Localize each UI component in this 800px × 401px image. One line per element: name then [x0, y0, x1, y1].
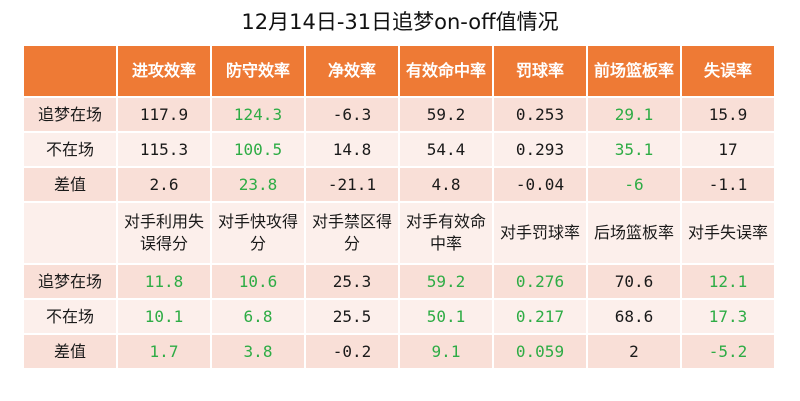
header-cell: 罚球率 [494, 46, 586, 96]
stat-cell: 59.2 [400, 265, 492, 298]
stat-cell: 50.1 [400, 300, 492, 333]
header-cell: 后场篮板率 [588, 203, 680, 263]
row-label: 追梦在场 [24, 265, 116, 298]
stat-cell: -0.2 [306, 335, 398, 368]
stat-cell: 124.3 [212, 98, 304, 131]
header-cell: 失误率 [682, 46, 774, 96]
header-cell-blank [24, 203, 116, 263]
stat-cell: 1.7 [118, 335, 210, 368]
table-row: 不在场 10.1 6.8 25.5 50.1 0.217 68.6 17.3 [24, 300, 774, 333]
stat-cell: 35.1 [588, 133, 680, 166]
stat-cell: 0.059 [494, 335, 586, 368]
on-off-stats-table: 进攻效率 防守效率 净效率 有效命中率 罚球率 前场篮板率 失误率 追梦在场 1… [22, 44, 776, 370]
stat-cell: 2.6 [118, 168, 210, 201]
table-row: 差值 2.6 23.8 -21.1 4.8 -0.04 -6 -1.1 [24, 168, 774, 201]
stat-cell: -6 [588, 168, 680, 201]
table-row: 差值 1.7 3.8 -0.2 9.1 0.059 2 -5.2 [24, 335, 774, 368]
stat-cell: -0.04 [494, 168, 586, 201]
table-row: 追梦在场 11.8 10.6 25.3 59.2 0.276 70.6 12.1 [24, 265, 774, 298]
row-label: 不在场 [24, 133, 116, 166]
header-cell: 前场篮板率 [588, 46, 680, 96]
stat-cell: 14.8 [306, 133, 398, 166]
stat-cell: -21.1 [306, 168, 398, 201]
header-cell: 对手快攻得分 [212, 203, 304, 263]
header-cell: 对手有效命中率 [400, 203, 492, 263]
stat-cell: 70.6 [588, 265, 680, 298]
stat-cell: 29.1 [588, 98, 680, 131]
slide-title: 12月14日-31日追梦on-off值情况 [241, 10, 559, 34]
stat-cell: 6.8 [212, 300, 304, 333]
header-row-offense: 进攻效率 防守效率 净效率 有效命中率 罚球率 前场篮板率 失误率 [24, 46, 774, 96]
stat-cell: 17.3 [682, 300, 774, 333]
stat-cell: 11.8 [118, 265, 210, 298]
stat-cell: 10.6 [212, 265, 304, 298]
stat-cell: -5.2 [682, 335, 774, 368]
stat-cell: 23.8 [212, 168, 304, 201]
row-label: 追梦在场 [24, 98, 116, 131]
header-cell: 进攻效率 [118, 46, 210, 96]
table-row: 追梦在场 117.9 124.3 -6.3 59.2 0.253 29.1 15… [24, 98, 774, 131]
stat-cell: 25.5 [306, 300, 398, 333]
header-row-defense: 对手利用失误得分 对手快攻得分 对手禁区得分 对手有效命中率 对手罚球率 后场篮… [24, 203, 774, 263]
header-cell-blank [24, 46, 116, 96]
header-cell: 对手罚球率 [494, 203, 586, 263]
stat-cell: 117.9 [118, 98, 210, 131]
stat-cell: -1.1 [682, 168, 774, 201]
stat-cell: 3.8 [212, 335, 304, 368]
stat-cell: 25.3 [306, 265, 398, 298]
header-cell: 对手禁区得分 [306, 203, 398, 263]
header-cell: 净效率 [306, 46, 398, 96]
stat-cell: 12.1 [682, 265, 774, 298]
stat-cell: 68.6 [588, 300, 680, 333]
stat-cell: 0.293 [494, 133, 586, 166]
stat-cell: 59.2 [400, 98, 492, 131]
header-cell: 对手利用失误得分 [118, 203, 210, 263]
row-label: 差值 [24, 335, 116, 368]
stat-cell: 0.217 [494, 300, 586, 333]
stat-cell: 17 [682, 133, 774, 166]
stat-cell: 115.3 [118, 133, 210, 166]
stat-cell: 10.1 [118, 300, 210, 333]
stat-cell: 2 [588, 335, 680, 368]
row-label: 不在场 [24, 300, 116, 333]
header-cell: 防守效率 [212, 46, 304, 96]
header-cell: 对手失误率 [682, 203, 774, 263]
stat-cell: 15.9 [682, 98, 774, 131]
stat-cell: 9.1 [400, 335, 492, 368]
stat-cell: -6.3 [306, 98, 398, 131]
stat-cell: 0.253 [494, 98, 586, 131]
stat-cell: 100.5 [212, 133, 304, 166]
stat-cell: 54.4 [400, 133, 492, 166]
row-label: 差值 [24, 168, 116, 201]
stat-cell: 4.8 [400, 168, 492, 201]
table-row: 不在场 115.3 100.5 14.8 54.4 0.293 35.1 17 [24, 133, 774, 166]
header-cell: 有效命中率 [400, 46, 492, 96]
stat-cell: 0.276 [494, 265, 586, 298]
